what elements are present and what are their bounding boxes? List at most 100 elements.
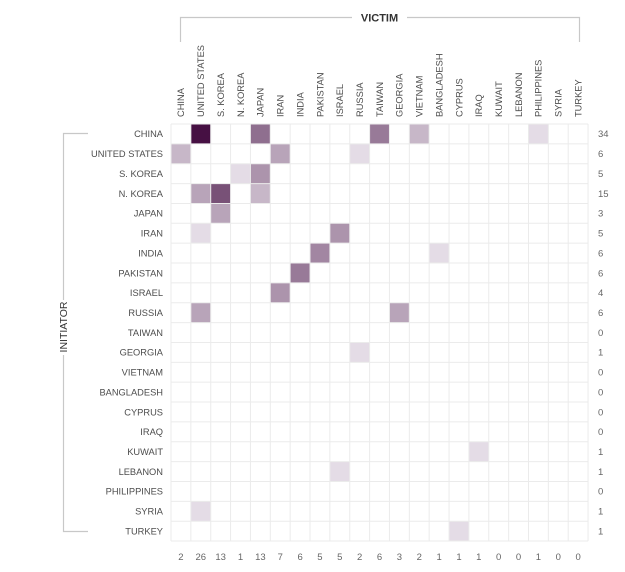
- column-label: VIETNAM: [415, 76, 425, 117]
- heatmap-cell: S. KOREA → JAPAN: 4: [250, 163, 271, 184]
- row-total: 1: [598, 348, 603, 359]
- column-label: ISRAEL: [335, 84, 345, 117]
- row-total: 0: [598, 407, 603, 418]
- column-total: 0: [496, 552, 501, 563]
- heatmap-cell: TURKEY → CYPRUS: 1: [449, 521, 469, 542]
- row-total: 5: [598, 169, 603, 180]
- victim-bracket-right: [407, 16, 581, 42]
- row-total: 1: [598, 467, 603, 478]
- column-total: 0: [516, 552, 521, 563]
- column-label: CYPRUS: [454, 78, 464, 117]
- row-label: IRAQ: [140, 427, 163, 437]
- column-label: CHINA: [176, 87, 186, 117]
- row-total: 1: [598, 447, 603, 458]
- heatmap-cell: IRAN → UNITED STATES: 1: [190, 223, 211, 244]
- column-label: N. KOREA: [236, 72, 246, 117]
- cells-layer: CHINA → UNITED STATES: 18 CHINA → JAPAN: …: [171, 124, 549, 542]
- row-total: 1: [598, 507, 603, 518]
- initiator-bracket: [62, 132, 88, 533]
- heatmap-cell: RUSSIA → UNITED STATES: 3: [190, 302, 211, 323]
- column-total: 5: [337, 552, 342, 563]
- heatmap-cell: CHINA → PHILIPPINES: 1: [528, 124, 549, 144]
- row-label: JAPAN: [134, 209, 163, 219]
- victim-bracket: [179, 16, 581, 42]
- row-label: GEORGIA: [120, 348, 164, 358]
- victim-axis-title: VICTIM: [361, 13, 398, 25]
- column-label: PAKISTAN: [315, 72, 325, 117]
- heatmap-cell: KUWAIT → IRAQ: 1: [468, 441, 489, 462]
- row-label: N. KOREA: [119, 189, 164, 199]
- row-label: BANGLADESH: [99, 387, 163, 397]
- row-label: S. KOREA: [119, 169, 164, 179]
- column-total: 13: [255, 552, 266, 563]
- row-labels: CHINA UNITED STATES S. KOREA N. KOREA JAPAN I…: [91, 129, 164, 536]
- row-label: UNITED STATES: [91, 149, 163, 159]
- row-total: 0: [598, 427, 603, 438]
- row-label: TAIWAN: [128, 328, 163, 338]
- row-total: 5: [598, 229, 603, 240]
- row-total: 6: [598, 308, 603, 319]
- column-total: 6: [377, 552, 382, 563]
- column-label: IRAQ: [474, 94, 484, 117]
- heatmap-cell: RUSSIA → GEORGIA: 3: [389, 302, 410, 323]
- row-total: 6: [598, 248, 603, 259]
- row-total: 0: [598, 487, 603, 498]
- row-label: PHILIPPINES: [106, 487, 163, 497]
- column-label: S. KOREA: [216, 72, 226, 117]
- column-label: SYRIA: [554, 88, 564, 117]
- heatmap-cell: INDIA → PAKISTAN: 5: [310, 243, 330, 264]
- column-total: 0: [575, 552, 580, 563]
- column-total: 1: [456, 552, 461, 563]
- column-total: 2: [417, 552, 422, 563]
- initiator-axis-title: INITIATOR: [58, 301, 70, 352]
- heatmap-cell: INDIA → BANGLADESH: 1: [429, 243, 450, 264]
- column-label: INDIA: [295, 91, 305, 117]
- initiator-bracket-bottom: [62, 355, 88, 533]
- row-label: PAKISTAN: [118, 268, 163, 278]
- column-label: KUWAIT: [494, 81, 504, 117]
- heatmap-cell: CHINA → TAIWAN: 6: [369, 124, 390, 144]
- column-label: UNITED STATES: [196, 45, 206, 117]
- column-label: GEORGIA: [395, 73, 405, 117]
- row-total: 34: [598, 129, 609, 140]
- heatmap-cell: ISRAEL → IRAN: 4: [270, 282, 291, 303]
- row-label: CHINA: [134, 129, 164, 139]
- row-total: 3: [598, 209, 603, 220]
- column-total: 5: [317, 552, 322, 563]
- row-total: 6: [598, 268, 603, 279]
- row-total: 15: [598, 189, 609, 200]
- heatmap-cell: LEBANON → ISRAEL: 1: [329, 461, 350, 482]
- column-total: 1: [536, 552, 541, 563]
- row-total: 0: [598, 368, 603, 379]
- heatmap-cell: SYRIA → UNITED STATES: 1: [190, 501, 211, 522]
- column-label: PHILIPPINES: [534, 60, 544, 117]
- row-label: IRAN: [141, 229, 163, 239]
- row-label: KUWAIT: [127, 447, 163, 457]
- column-total: 2: [357, 552, 362, 563]
- heatmap-cell: GEORGIA → RUSSIA: 1: [349, 342, 370, 363]
- row-total: 6: [598, 149, 603, 160]
- column-label: RUSSIA: [355, 82, 365, 117]
- column-label: JAPAN: [256, 88, 266, 117]
- heatmap-cell: N. KOREA → S. KOREA: 10: [210, 183, 231, 204]
- row-total: 0: [598, 328, 603, 339]
- column-total: 0: [556, 552, 561, 563]
- heatmap-cell: UNITED STATES → RUSSIA: 1: [349, 143, 370, 164]
- column-label: TURKEY: [573, 79, 583, 117]
- row-label: VIETNAM: [122, 368, 163, 378]
- heatmap-cell: JAPAN → S. KOREA: 3: [210, 203, 231, 224]
- heatmap-cell: CHINA → VIETNAM: 2: [409, 124, 430, 144]
- heatmap-cell: N. KOREA → UNITED STATES: 3: [190, 183, 211, 204]
- heatmap-cell: S. KOREA → N. KOREA: 1: [230, 163, 251, 184]
- initiator-bracket-top: [62, 132, 88, 300]
- column-total: 1: [238, 552, 243, 563]
- heatmap-cell: IRAN → ISRAEL: 4: [329, 223, 350, 244]
- heatmap-cell: UNITED STATES → IRAN: 3: [270, 143, 291, 164]
- column-total: 1: [476, 552, 481, 563]
- row-label: INDIA: [138, 248, 164, 258]
- victim-bracket-left: [179, 16, 352, 42]
- row-total: 0: [598, 387, 603, 398]
- column-label: BANGLADESH: [434, 53, 444, 117]
- row-label: TURKEY: [125, 526, 163, 536]
